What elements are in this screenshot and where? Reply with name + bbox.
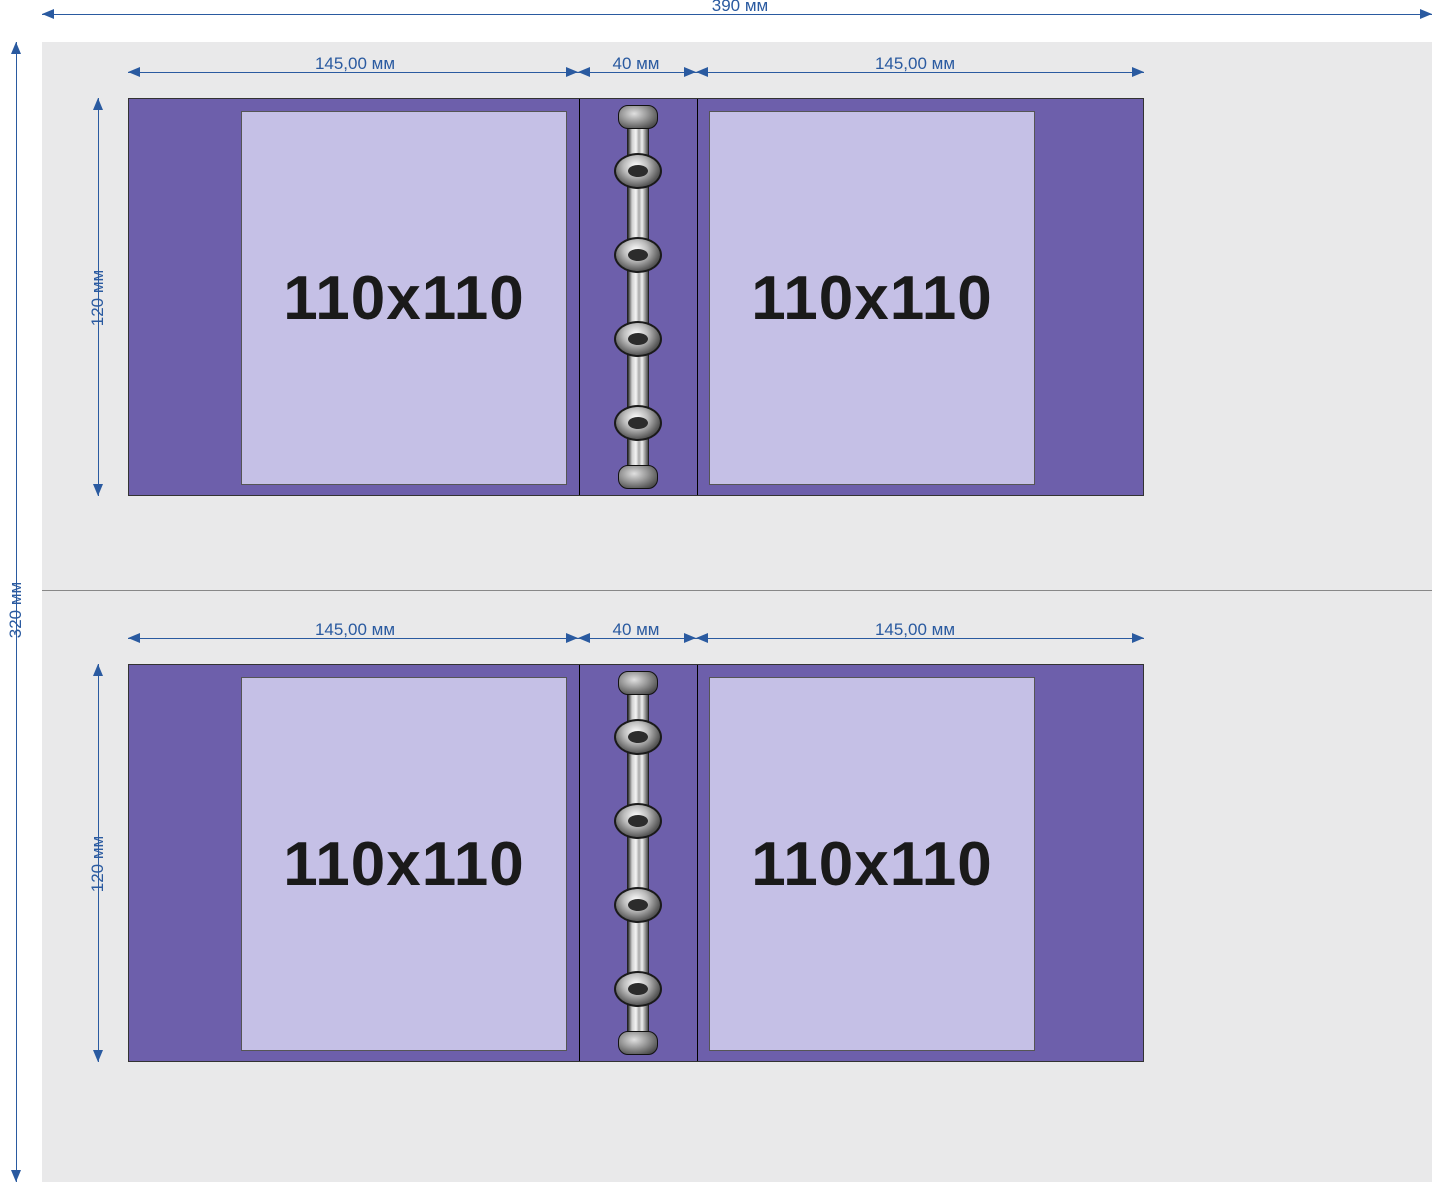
dim-right-wing-label-2: 145,00 мм: [860, 620, 970, 640]
arrow-right-icon: [1132, 633, 1144, 643]
pocket-size-label: 110x110: [751, 829, 993, 900]
arrow-left-icon: [42, 9, 54, 19]
binder-ring-icon: [614, 803, 662, 839]
pocket-size-label: 110x110: [751, 263, 993, 334]
dim-left-wing-label-1: 145,00 мм: [300, 54, 410, 74]
diagram-root: 390 мм 320 мм 145,00 мм 40 мм 145,00 мм …: [0, 0, 1440, 1189]
arrow-right-icon: [1132, 67, 1144, 77]
binder-ring-icon: [614, 971, 662, 1007]
dim-panel-height-label-2: 120 мм: [88, 824, 108, 904]
binder-cap-bottom: [618, 1031, 658, 1055]
pocket-size-label: 110x110: [283, 263, 525, 334]
binder-ring-icon: [614, 405, 662, 441]
arrow-left-icon: [128, 633, 140, 643]
binder-cap-bottom: [618, 465, 658, 489]
spine-edge-left: [579, 99, 580, 495]
pocket-left-2: 110x110: [241, 677, 567, 1051]
dim-spine-label-1: 40 мм: [606, 54, 666, 74]
binder-panel-2: 110x110 110x110: [128, 664, 1144, 1062]
binder-ring-icon: [614, 887, 662, 923]
arrow-left-icon: [578, 633, 590, 643]
spine-edge-right: [697, 99, 698, 495]
arrow-left-icon: [578, 67, 590, 77]
dim-spine-label-2: 40 мм: [606, 620, 666, 640]
dim-left-wing-label-2: 145,00 мм: [300, 620, 410, 640]
binder-cap-top: [618, 105, 658, 129]
arrow-right-icon: [1420, 9, 1432, 19]
sheet-divider: [42, 590, 1432, 591]
arrow-down-icon: [93, 484, 103, 496]
arrow-right-icon: [684, 67, 696, 77]
binder-ring-icon: [614, 237, 662, 273]
arrow-right-icon: [566, 633, 578, 643]
arrow-left-icon: [696, 633, 708, 643]
dim-outer-width-label: 390 мм: [680, 0, 800, 16]
dim-right-wing-label-1: 145,00 мм: [860, 54, 970, 74]
arrow-up-icon: [93, 664, 103, 676]
arrow-left-icon: [128, 67, 140, 77]
ring-binder-1: [605, 105, 671, 489]
binder-rings: [605, 153, 671, 441]
arrow-left-icon: [696, 67, 708, 77]
dim-outer-height-label: 320 мм: [6, 570, 26, 650]
pocket-right-2: 110x110: [709, 677, 1035, 1051]
binder-ring-icon: [614, 153, 662, 189]
binder-ring-icon: [614, 321, 662, 357]
arrow-down-icon: [11, 1170, 21, 1182]
binder-ring-icon: [614, 719, 662, 755]
spine-edge-right: [697, 665, 698, 1061]
pocket-right-1: 110x110: [709, 111, 1035, 485]
spine-edge-left: [579, 665, 580, 1061]
pocket-left-1: 110x110: [241, 111, 567, 485]
arrow-right-icon: [684, 633, 696, 643]
binder-rings: [605, 719, 671, 1007]
binder-cap-top: [618, 671, 658, 695]
pocket-size-label: 110x110: [283, 829, 525, 900]
arrow-right-icon: [566, 67, 578, 77]
dim-panel-height-label-1: 120 мм: [88, 258, 108, 338]
arrow-up-icon: [93, 98, 103, 110]
binder-panel-1: 110x110 110x110: [128, 98, 1144, 496]
arrow-up-icon: [11, 42, 21, 54]
arrow-down-icon: [93, 1050, 103, 1062]
ring-binder-2: [605, 671, 671, 1055]
